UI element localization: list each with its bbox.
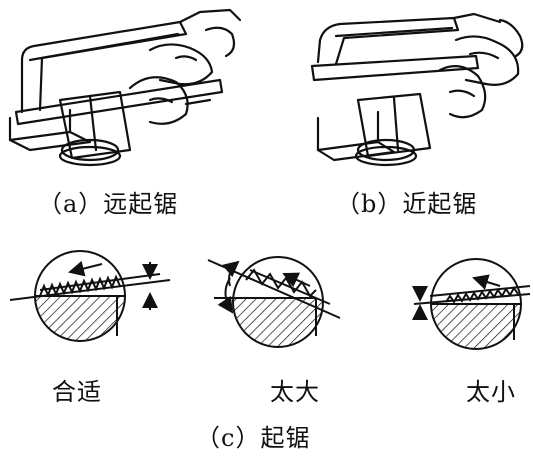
too-large-angle-detail: [207, 256, 341, 348]
near-start-saw-illustration: [310, 12, 524, 167]
caption-a-far-start: （a）远起锯: [38, 190, 179, 218]
caption-proper-angle: 合适: [52, 378, 102, 406]
too-small-angle-detail: [412, 258, 531, 350]
far-start-saw-illustration: [8, 8, 242, 167]
caption-too-small-angle: 太小: [466, 378, 516, 406]
caption-too-large-angle: 太大: [270, 378, 320, 406]
proper-angle-detail: [9, 250, 171, 342]
caption-c-start-sawing: （c）起锯: [196, 424, 311, 452]
caption-b-near-start: （b）近起锯: [336, 190, 478, 218]
